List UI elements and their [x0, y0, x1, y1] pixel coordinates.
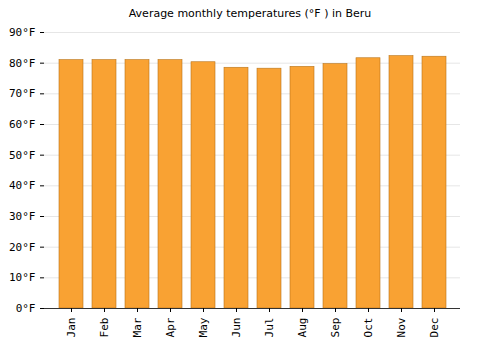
- svg-text:40°F: 40°F: [9, 179, 36, 192]
- svg-text:60°F: 60°F: [9, 118, 36, 131]
- svg-text:Oct: Oct: [362, 318, 375, 338]
- svg-text:20°F: 20°F: [9, 241, 36, 254]
- svg-text:Jan: Jan: [65, 318, 78, 338]
- svg-text:Jul: Jul: [263, 318, 276, 338]
- svg-text:80°F: 80°F: [9, 57, 36, 70]
- svg-text:50°F: 50°F: [9, 149, 36, 162]
- svg-text:30°F: 30°F: [9, 210, 36, 223]
- svg-text:Sep: Sep: [329, 318, 342, 338]
- svg-text:Nov: Nov: [395, 317, 408, 337]
- html-text:Average monthly temperatures (: Average monthly temperatures (°F ) in Be…: [128, 7, 372, 20]
- svg-text:Aug: Aug: [296, 318, 309, 338]
- svg-text:Dec: Dec: [428, 318, 441, 338]
- svg-text:70°F: 70°F: [9, 87, 36, 100]
- svg-text:90°F: 90°F: [9, 26, 36, 39]
- svg-text:May: May: [197, 317, 210, 337]
- svg-text:Apr: Apr: [164, 317, 177, 337]
- svg-text:Mar: Mar: [131, 317, 144, 337]
- svg-text:Feb: Feb: [98, 318, 111, 338]
- svg-text:10°F: 10°F: [9, 271, 36, 284]
- svg-text:0°F: 0°F: [16, 302, 36, 315]
- svg-text:Jun: Jun: [230, 318, 243, 338]
